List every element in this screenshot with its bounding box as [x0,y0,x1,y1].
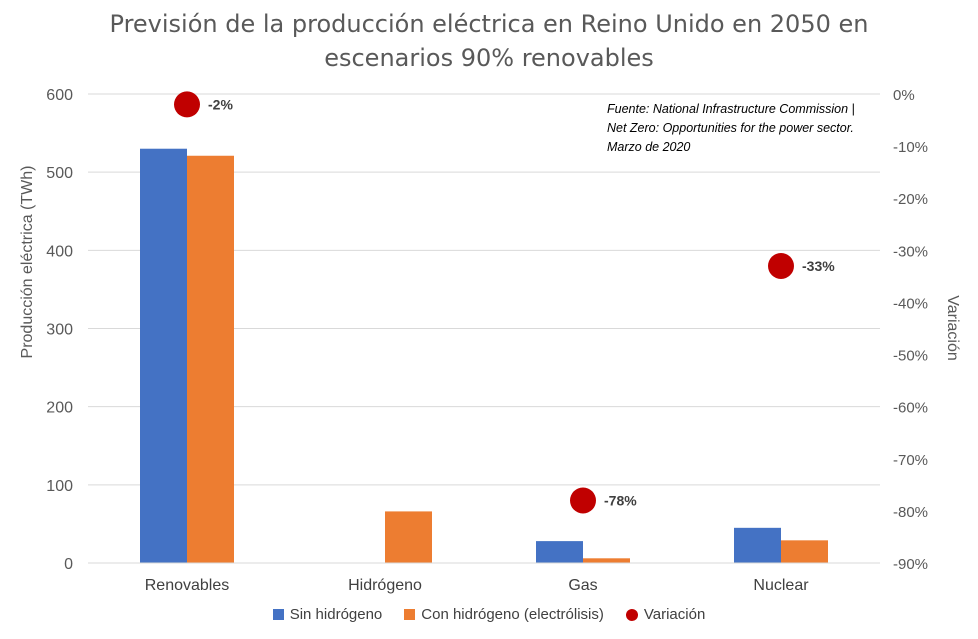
y-tick-label-right: -20% [893,191,928,208]
legend-item-variacion: Variación [625,606,706,623]
x-tick-label: Hidrógeno [348,577,422,594]
variation-label: -2% [208,96,233,112]
legend-swatch-sin-hidrogeno [272,609,284,620]
variation-label: -78% [604,492,637,508]
y-tick-label-right: -30% [893,243,928,260]
bar [781,540,828,563]
legend-label-con-hidrogeno: Con hidrógeno (electrólisis) [421,606,604,623]
y-tick-label-right: -40% [893,295,928,312]
x-tick-label: Gas [568,577,597,594]
bar [140,148,187,563]
bar [536,541,583,563]
y-tick-label-right: -80% [893,504,928,521]
legend-swatch-con-hidrogeno [404,609,416,620]
y-tick-label-left: 500 [46,165,73,182]
y-tick-label-right: -70% [893,452,928,469]
y-tick-label-left: 300 [46,322,73,339]
chart-title-line-2: escenarios 90% renovables [324,44,654,72]
source-note-line-2: Net Zero: Opportunities for the power se… [607,121,854,135]
y-tick-label-left: 600 [46,87,73,104]
x-tick-label: Renovables [145,577,230,594]
y-tick-label-right: -10% [893,139,928,156]
chart-title: Previsión de la producción eléctrica en … [109,10,869,38]
y-tick-label-right: -60% [893,400,928,417]
legend-label-sin-hidrogeno: Sin hidrógeno [289,606,383,623]
y-tick-label-right: -50% [893,348,928,365]
y-tick-label-left: 100 [46,478,73,495]
variation-point [768,252,794,279]
y-tick-label-right: -90% [893,556,928,573]
source-note-line-3: Marzo de 2020 [607,140,691,154]
x-tick-label: Nuclear [753,577,809,594]
legend: Sin hidrógeno Con hidrógeno (electrólisi… [0,606,978,623]
source-note: Fuente: National Infrastructure Commissi… [607,100,897,157]
y-tick-label-left: 200 [46,400,73,417]
y-tick-label-left: 0 [64,556,73,573]
y-tick-label-right: 0% [893,87,915,104]
variation-point [174,91,200,118]
legend-item-sin-hidrogeno: Sin hidrógeno [272,606,383,623]
bar [187,155,234,564]
legend-label-variacion: Variación [643,606,706,623]
bar [583,558,630,563]
y-axis-title-left: Producción eléctrica (TWh) [19,165,36,359]
bar [385,511,432,563]
source-note-line-1: Fuente: National Infrastructure Commissi… [607,102,855,116]
legend-swatch-variacion [625,608,638,621]
variation-point [570,487,596,514]
legend-item-con-hidrogeno: Con hidrógeno (electrólisis) [404,606,604,623]
variation-label: -33% [802,258,835,274]
y-axis-title-right: Variación [944,295,961,361]
y-tick-label-left: 400 [46,243,73,260]
bar [734,527,781,563]
